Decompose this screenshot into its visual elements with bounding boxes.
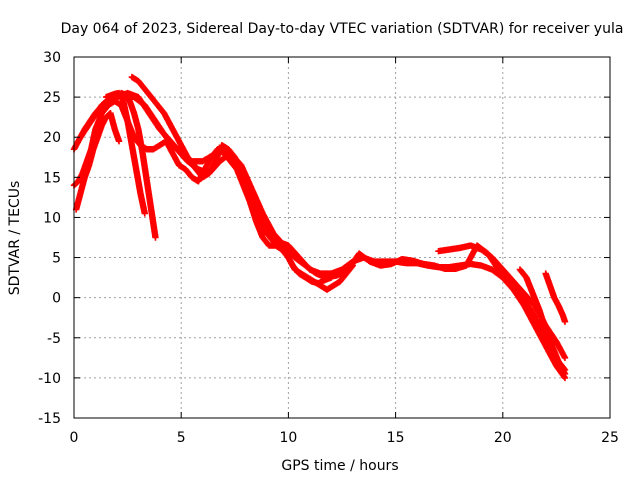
y-tick-label: 20: [43, 130, 61, 146]
data-point: [349, 262, 356, 269]
y-tick-label: -15: [38, 411, 61, 427]
plot-frame: [73, 56, 611, 419]
data-point: [115, 138, 123, 145]
x-tick-label: 5: [177, 430, 186, 446]
y-tick-label: 5: [52, 251, 61, 267]
y-axis-label: SDTVAR / TECUs: [7, 181, 23, 296]
series-track-5: [72, 109, 123, 213]
x-tick-label: 0: [70, 430, 79, 446]
data-point: [328, 274, 335, 281]
chart-title: Day 064 of 2023, Sidereal Day-to-day VTE…: [61, 21, 624, 37]
data-point: [560, 365, 568, 373]
y-tick-label: 0: [52, 291, 61, 307]
x-axis-label: GPS time / hours: [281, 458, 398, 474]
series-track-2: [77, 91, 569, 378]
series-track-6: [102, 89, 148, 217]
series-track-7: [117, 89, 159, 241]
y-tick-label: 10: [43, 210, 61, 226]
x-tick-label: 10: [279, 430, 297, 446]
x-tick-label: 20: [494, 430, 512, 446]
data-point: [141, 210, 148, 217]
y-tick-label: 15: [43, 170, 61, 186]
y-tick-label: -5: [47, 331, 61, 347]
y-tick-label: -10: [38, 371, 61, 387]
data-point: [152, 234, 159, 241]
series-track-4: [70, 97, 356, 293]
y-tick-label: 25: [43, 90, 61, 106]
data-point: [561, 354, 569, 362]
y-tick-label: 30: [43, 50, 61, 66]
x-tick-label: 25: [601, 430, 619, 446]
data-marks: [70, 73, 569, 382]
series-track-9: [516, 266, 569, 374]
data-point: [561, 318, 569, 325]
x-tick-label: 15: [387, 430, 405, 446]
data-point: [561, 366, 569, 374]
series-track-3: [128, 73, 335, 287]
axis-ticks: 0 5 10 15 20 25 -15 -10 -5 0 5 10 15 20 25 30: [38, 50, 619, 446]
data-point: [348, 263, 356, 270]
series-track-10: [542, 270, 569, 325]
